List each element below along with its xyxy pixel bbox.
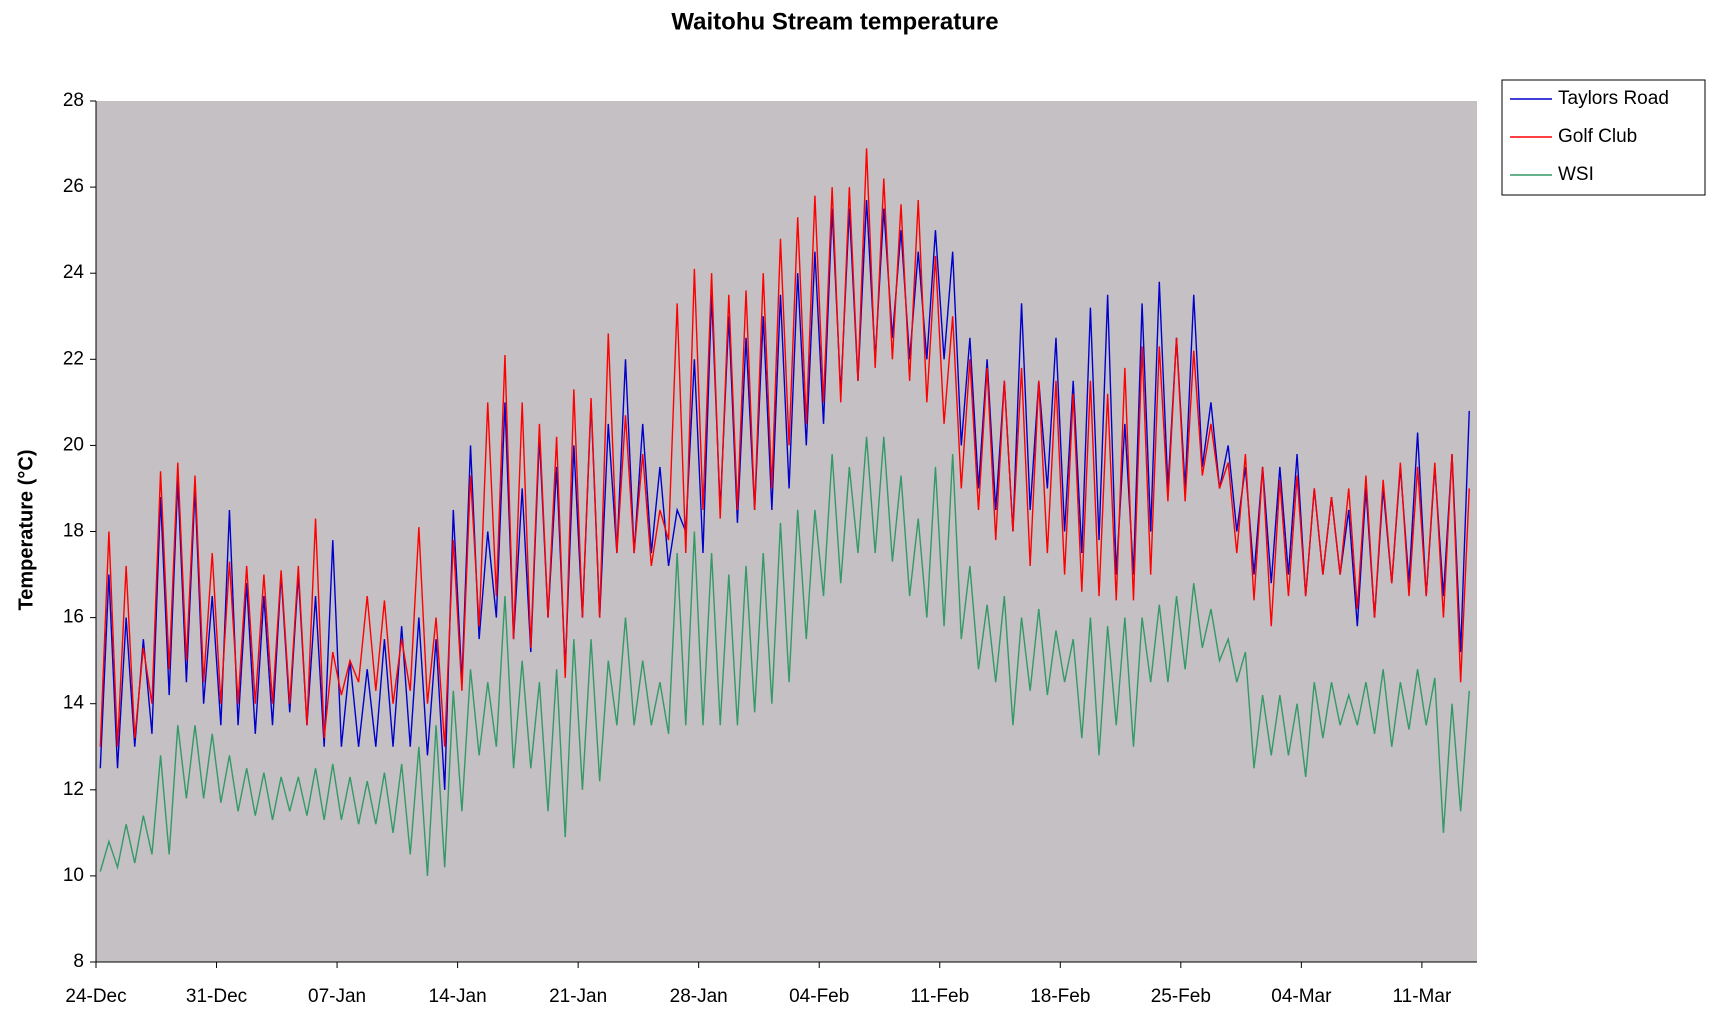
x-tick-label: 21-Jan xyxy=(549,986,607,1007)
y-axis-label: Temperature (°C) xyxy=(15,450,37,611)
y-tick-label: 22 xyxy=(63,348,84,369)
y-tick-label: 18 xyxy=(63,521,84,542)
legend-label: Taylors Road xyxy=(1558,88,1669,109)
y-tick-label: 8 xyxy=(73,951,84,972)
y-tick-label: 14 xyxy=(63,693,85,714)
x-tick-label: 04-Mar xyxy=(1271,986,1332,1007)
y-tick-label: 20 xyxy=(63,434,84,455)
x-tick-label: 24-Dec xyxy=(65,986,126,1007)
x-tick-label: 25-Feb xyxy=(1151,986,1211,1007)
x-tick-label: 07-Jan xyxy=(308,986,366,1007)
chart-title: Waitohu Stream temperature xyxy=(671,8,998,35)
y-tick-label: 12 xyxy=(63,779,84,800)
x-tick-label: 04-Feb xyxy=(789,986,849,1007)
plot-area xyxy=(96,101,1477,962)
x-tick-label: 11-Mar xyxy=(1393,986,1452,1007)
series-line xyxy=(99,436,1470,876)
x-tick-label: 14-Jan xyxy=(429,986,487,1007)
series-line xyxy=(99,148,1470,747)
y-tick-label: 24 xyxy=(63,262,85,283)
y-tick-label: 26 xyxy=(63,176,84,197)
y-tick-label: 16 xyxy=(63,607,84,628)
x-tick-label: 28-Jan xyxy=(670,986,728,1007)
legend-label: Golf Club xyxy=(1558,126,1637,147)
legend-label: WSI xyxy=(1558,164,1594,185)
y-tick-label: 10 xyxy=(63,865,84,886)
y-tick-label: 28 xyxy=(63,90,84,111)
x-tick-label: 18-Feb xyxy=(1030,986,1090,1007)
x-tick-label: 11-Feb xyxy=(910,986,969,1007)
x-tick-label: 31-Dec xyxy=(186,986,247,1007)
